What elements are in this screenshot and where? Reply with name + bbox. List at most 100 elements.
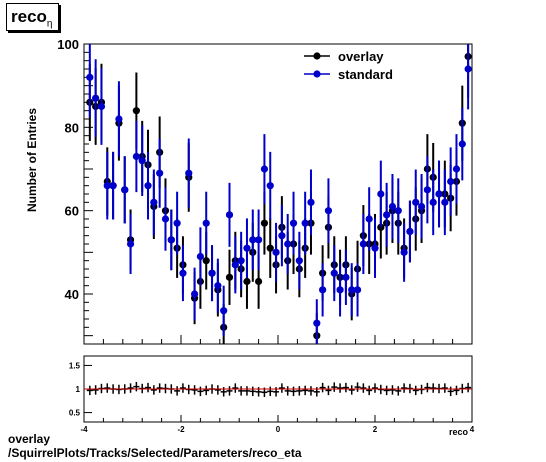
y-tick-label: 100 [57,37,79,52]
data-point [185,169,193,177]
data-point [301,219,309,227]
data-point [377,190,385,198]
data-point [313,319,321,327]
y-tick-label: 40 [65,287,79,302]
data-point [278,232,286,240]
y-tick-label: 80 [65,120,79,135]
data-point [383,211,391,219]
data-point [452,165,461,173]
data-point [150,198,158,206]
data-point [330,269,338,277]
data-point [365,215,373,223]
histogram-title-main: reco [11,7,47,26]
series-standard [86,44,472,344]
data-point [348,286,356,294]
ratio-y-tick-label: 0.5 [69,409,81,418]
data-point [417,202,426,211]
data-point [400,248,408,256]
data-point [214,282,222,290]
data-point [121,186,129,194]
ratio-y-tick-label: 1 [76,385,81,394]
data-point [173,219,181,227]
legend-marker [313,52,321,60]
data-point [272,248,280,256]
data-point [458,140,466,148]
data-point [243,244,251,252]
ratio-x-tick-label: -4 [80,425,88,434]
data-point [156,169,164,177]
data-point [295,257,303,265]
data-point [249,236,257,244]
data-point [237,257,245,265]
data-point [208,269,216,277]
legend: overlay standard [304,49,393,82]
histogram-title: recoη [6,3,60,31]
data-point [144,182,152,190]
ratio-x-tick-label: 0 [276,425,281,434]
ratio-x-tick-label: 2 [373,425,378,434]
data-point [464,65,472,73]
data-point [423,186,431,194]
data-point [109,182,117,190]
data-point [289,219,298,227]
data-point [412,198,420,206]
series-overlay [86,44,472,344]
main-plot: 40 60 80 100 Number of Entries overlay standar… [25,37,473,345]
data-point [92,94,100,102]
ratio-x-tick-label: -2 [177,425,185,434]
data-point [225,211,234,219]
data-point [266,182,274,190]
histogram-title-sub: η [46,18,53,30]
data-point [447,177,455,186]
data-point [336,286,344,294]
data-point [435,190,443,198]
data-point [307,198,315,206]
legend-label: overlay [338,49,384,64]
x-axis-label: reco [449,427,469,437]
footer-line-2: /SquirrelPlots/Tracks/Selected/Parameter… [8,446,302,460]
ratio-series [86,381,472,398]
data-point [324,207,333,215]
data-point [266,244,274,252]
data-point [284,240,292,248]
data-point [190,290,199,298]
ratio-y-tick-label: 1.5 [69,361,81,370]
data-point [225,273,234,281]
data-point [371,244,379,252]
ratio-x-tick-label: 4 [470,425,475,434]
legend-marker [313,70,321,78]
data-point [260,219,269,227]
legend-label: standard [338,67,393,82]
data-point [406,227,414,236]
data-point [255,277,263,286]
data-point [161,215,170,223]
data-point [319,286,327,294]
data-point [220,307,228,315]
data-point [388,202,397,211]
data-point [243,277,251,286]
data-point [429,198,437,206]
data-point [115,115,123,123]
y-axis-label: Number of Entries [25,108,39,212]
data-point [202,257,210,265]
footer-line-1: overlay [8,432,51,446]
y-tick-label: 60 [65,204,79,219]
data-point [126,240,135,248]
data-point [179,269,187,277]
data-point [441,198,449,206]
data-point [132,107,140,115]
data-point [97,102,106,111]
data-point [167,236,175,244]
data-point [202,219,210,227]
data-point [394,207,402,215]
data-point [255,236,263,244]
data-point [231,261,239,269]
data-point [353,286,362,294]
data-point [103,182,111,190]
data-point [260,165,269,173]
data-point [196,252,204,261]
data-point [342,273,350,281]
data-point [359,240,367,248]
